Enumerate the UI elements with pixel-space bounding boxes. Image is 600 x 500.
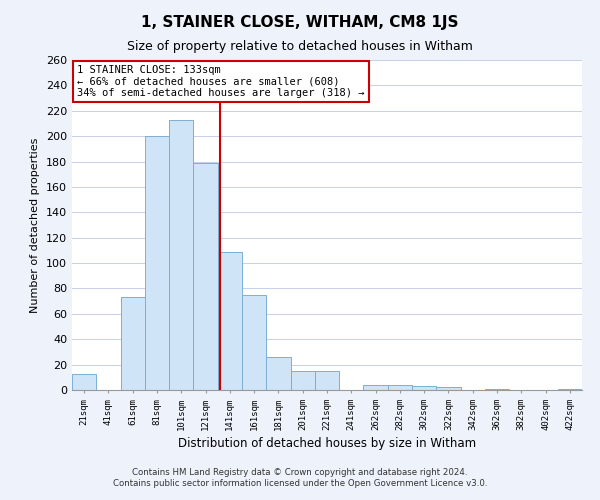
Bar [72,374,96,390]
Text: 1, STAINER CLOSE, WITHAM, CM8 1JS: 1, STAINER CLOSE, WITHAM, CM8 1JS [141,15,459,30]
Bar [193,163,218,390]
Bar [388,385,412,390]
Text: 1 STAINER CLOSE: 133sqm
← 66% of detached houses are smaller (608)
34% of semi-d: 1 STAINER CLOSE: 133sqm ← 66% of detache… [77,65,365,98]
Bar [436,388,461,390]
Bar [218,252,242,390]
Bar [242,295,266,390]
Bar [266,357,290,390]
X-axis label: Distribution of detached houses by size in Witham: Distribution of detached houses by size … [178,437,476,450]
Bar [412,386,436,390]
Bar [485,388,509,390]
Bar [558,388,582,390]
Bar [121,298,145,390]
Bar [169,120,193,390]
Bar [364,385,388,390]
Y-axis label: Number of detached properties: Number of detached properties [31,138,40,312]
Text: Contains HM Land Registry data © Crown copyright and database right 2024.
Contai: Contains HM Land Registry data © Crown c… [113,468,487,487]
Text: Size of property relative to detached houses in Witham: Size of property relative to detached ho… [127,40,473,53]
Bar [315,371,339,390]
Bar [145,136,169,390]
Bar [290,371,315,390]
